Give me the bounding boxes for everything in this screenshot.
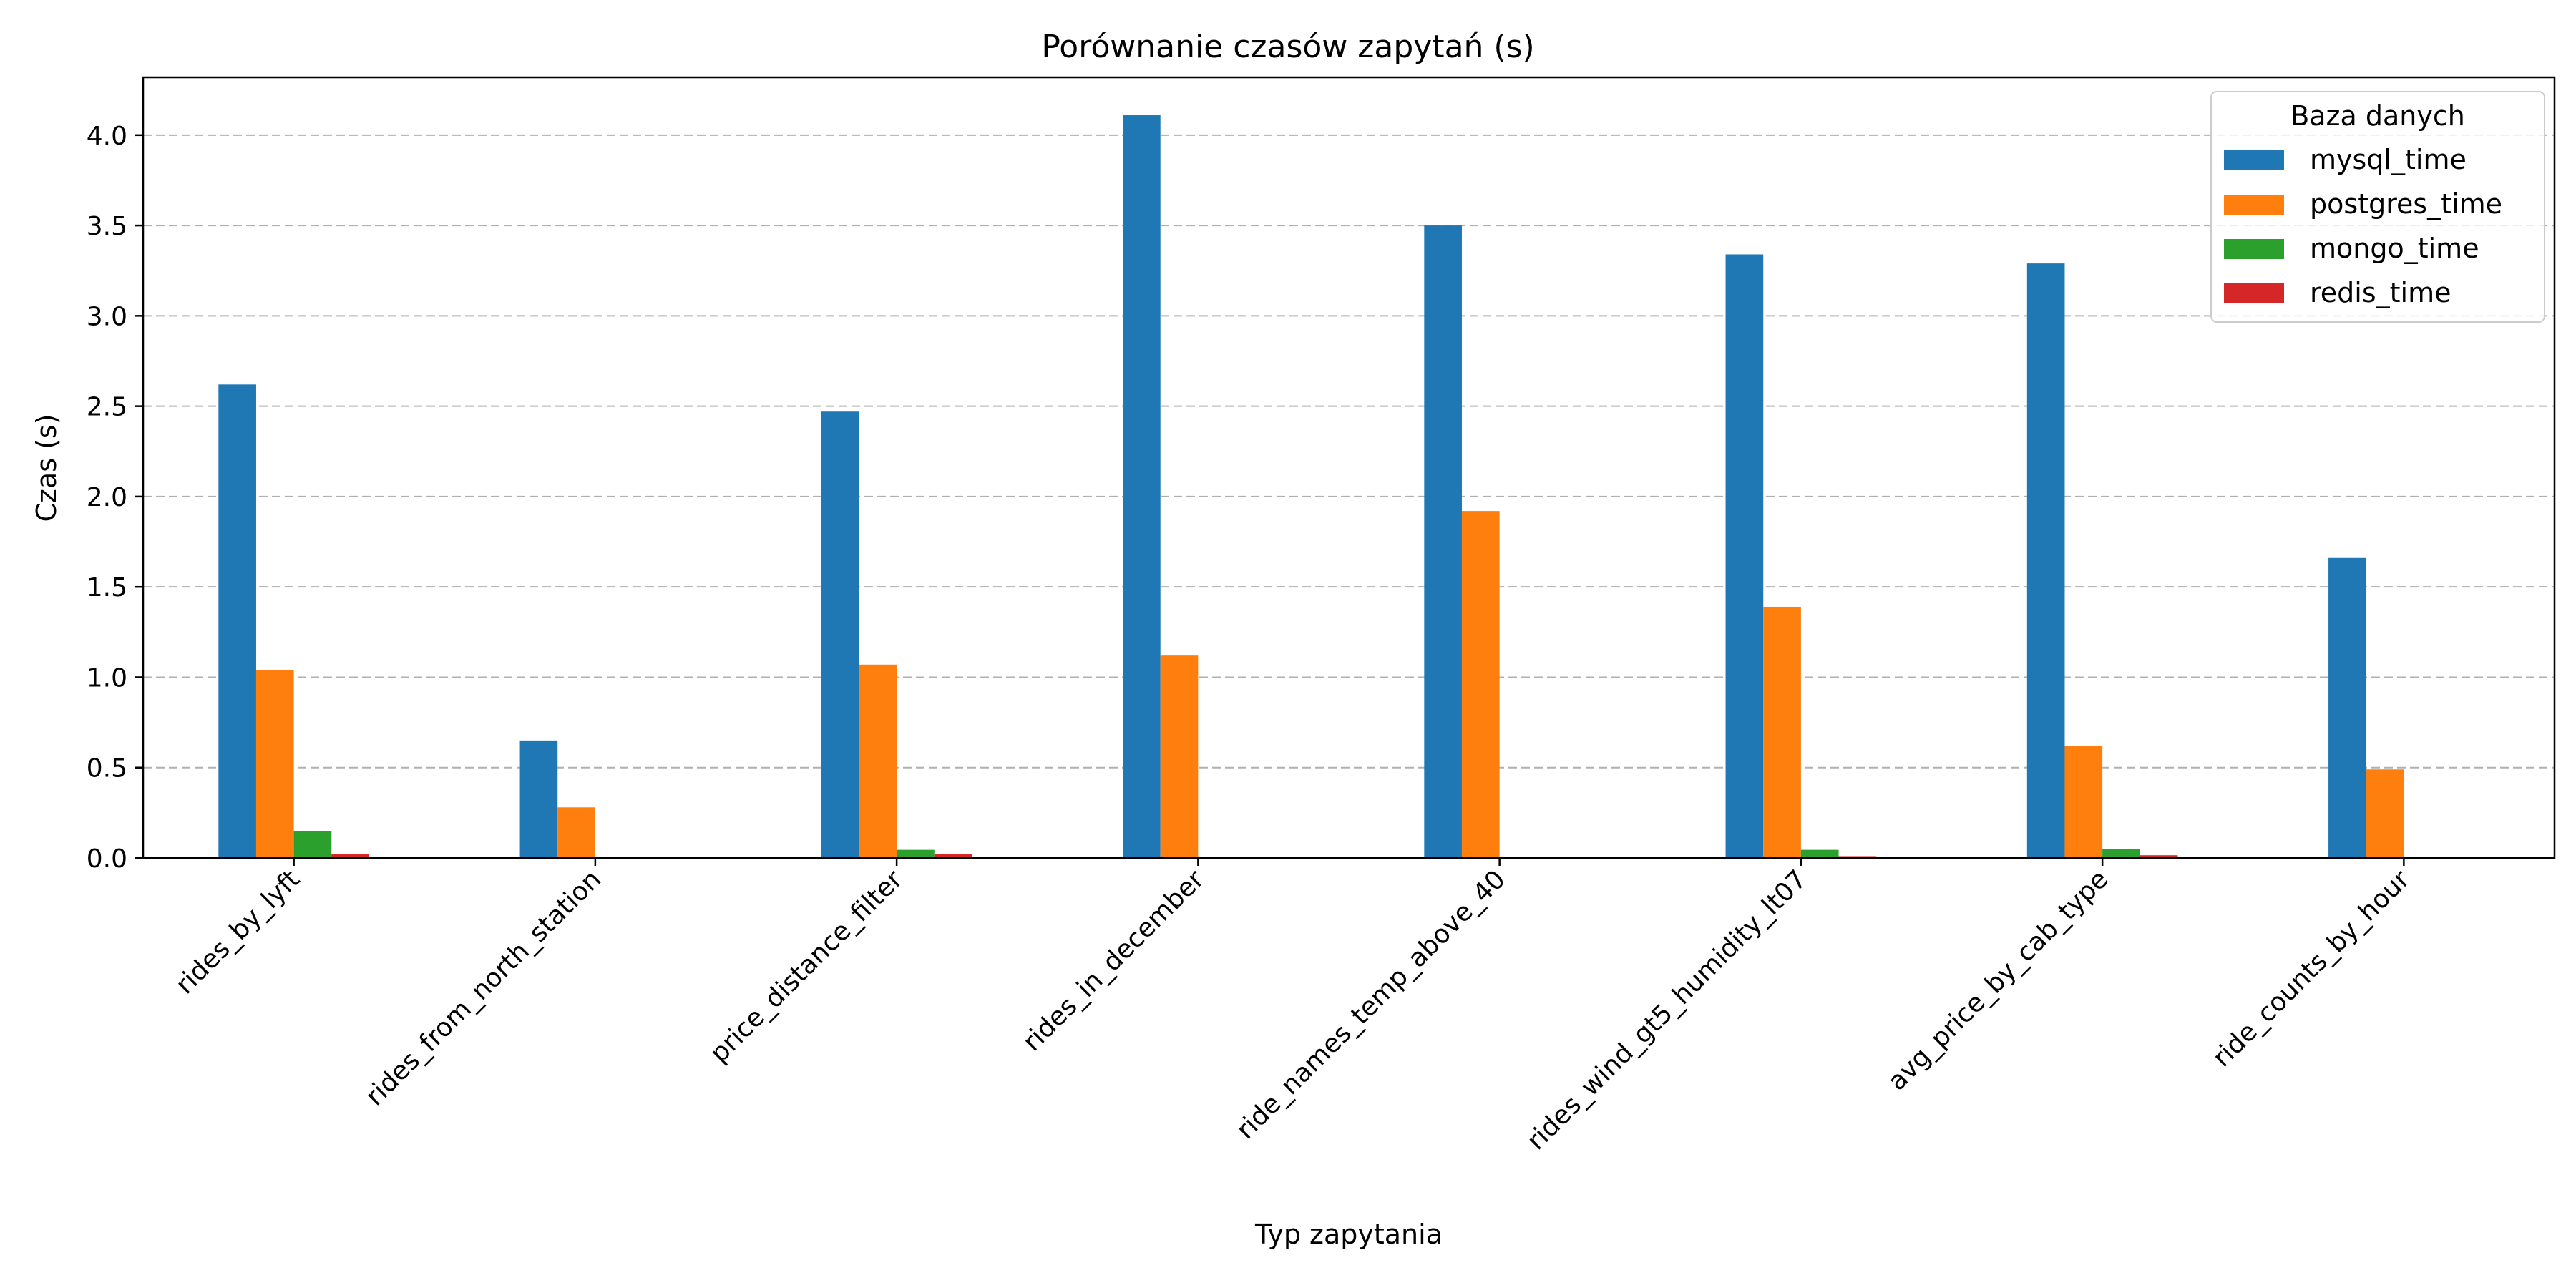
y-tick-label: 3.0 [87, 302, 127, 331]
x-axis-label: Typ zapytania [1254, 1219, 1443, 1250]
y-tick-label: 1.5 [87, 573, 127, 602]
y-tick-label: 2.0 [87, 483, 127, 512]
x-tick-label: rides_wind_gt5_humidity_lt07 [1521, 864, 1813, 1156]
legend-label-redis_time: redis_time [2310, 277, 2451, 308]
bar-mysql_time [821, 411, 859, 858]
plot-frame [142, 76, 2556, 859]
legend-box [2210, 91, 2545, 323]
x-axis-ticks: rides_by_lyft rides_from_north_station pri… [170, 858, 2416, 1156]
bar-mongo_time [1800, 849, 1839, 858]
bar-postgres_time [255, 670, 294, 858]
legend-items: mysql_time postgres_time mongo_time redis_t… [2224, 144, 2502, 308]
y-axis-ticks: 0.0 0.5 1.0 1.5 2.0 2.5 3.0 3.5 4.0 [87, 122, 143, 874]
legend-swatch-postgres_time [2224, 195, 2284, 215]
y-tick-label: 2.5 [87, 393, 127, 422]
chart-title: Porównanie czasów zapytań (s) [1041, 29, 1534, 65]
x-tick-label: rides_from_north_station [360, 864, 607, 1111]
bar-redis_time [331, 854, 369, 858]
legend-title: Baza danych [2290, 100, 2465, 132]
x-tick-label: price_distance_filter [705, 864, 909, 1068]
y-tick-label: 4.0 [87, 122, 127, 151]
legend-swatch-mongo_time [2224, 239, 2284, 259]
bar-postgres_time [2064, 746, 2103, 858]
bar-mysql_time [2026, 263, 2065, 858]
bar-postgres_time [1763, 606, 1801, 858]
y-axis-label: Czas (s) [31, 414, 62, 522]
bar-postgres_time [557, 807, 595, 858]
bar-postgres_time [1160, 655, 1199, 858]
bar-mysql_time [1123, 115, 1161, 859]
bar-mysql_time [218, 384, 256, 858]
bar-mongo_time [897, 849, 935, 858]
x-tick-label: ride_counts_by_hour [2207, 864, 2416, 1073]
bar-redis_time [1838, 856, 1877, 858]
bar-postgres_time [2366, 769, 2404, 858]
bar-mongo_time [2102, 849, 2140, 858]
legend-label-postgres_time: postgres_time [2310, 188, 2502, 220]
y-tick-label: 1.0 [87, 663, 127, 693]
legend-swatch-mysql_time [2224, 150, 2284, 170]
x-tick-label: rides_by_lyft [170, 864, 306, 1000]
bar-postgres_time [859, 664, 897, 858]
y-tick-label: 0.5 [87, 754, 127, 784]
bars [218, 115, 2479, 859]
x-tick-label: rides_in_december [1018, 864, 1210, 1057]
bar-redis_time [934, 854, 972, 858]
y-tick-label: 0.0 [87, 844, 127, 874]
bar-mysql_time [519, 740, 558, 858]
bar-postgres_time [1461, 511, 1500, 858]
legend-label-mongo_time: mongo_time [2310, 233, 2479, 264]
bar-mysql_time [1424, 225, 1462, 858]
grid-lines [143, 134, 2555, 769]
y-tick-label: 3.5 [87, 212, 127, 241]
bar-redis_time [2140, 855, 2178, 858]
bar-mysql_time [2328, 557, 2366, 858]
bar-mongo_time [293, 831, 332, 858]
legend-label-mysql_time: mysql_time [2310, 144, 2467, 175]
x-tick-label: ride_names_temp_above_40 [1231, 864, 1511, 1145]
x-tick-label: avg_price_by_cab_type [1883, 864, 2114, 1096]
legend-swatch-redis_time [2224, 283, 2284, 303]
bar-mysql_time [1725, 254, 1764, 858]
legend: Baza danych mysql_time postgres_timemongo… [2210, 91, 2545, 323]
